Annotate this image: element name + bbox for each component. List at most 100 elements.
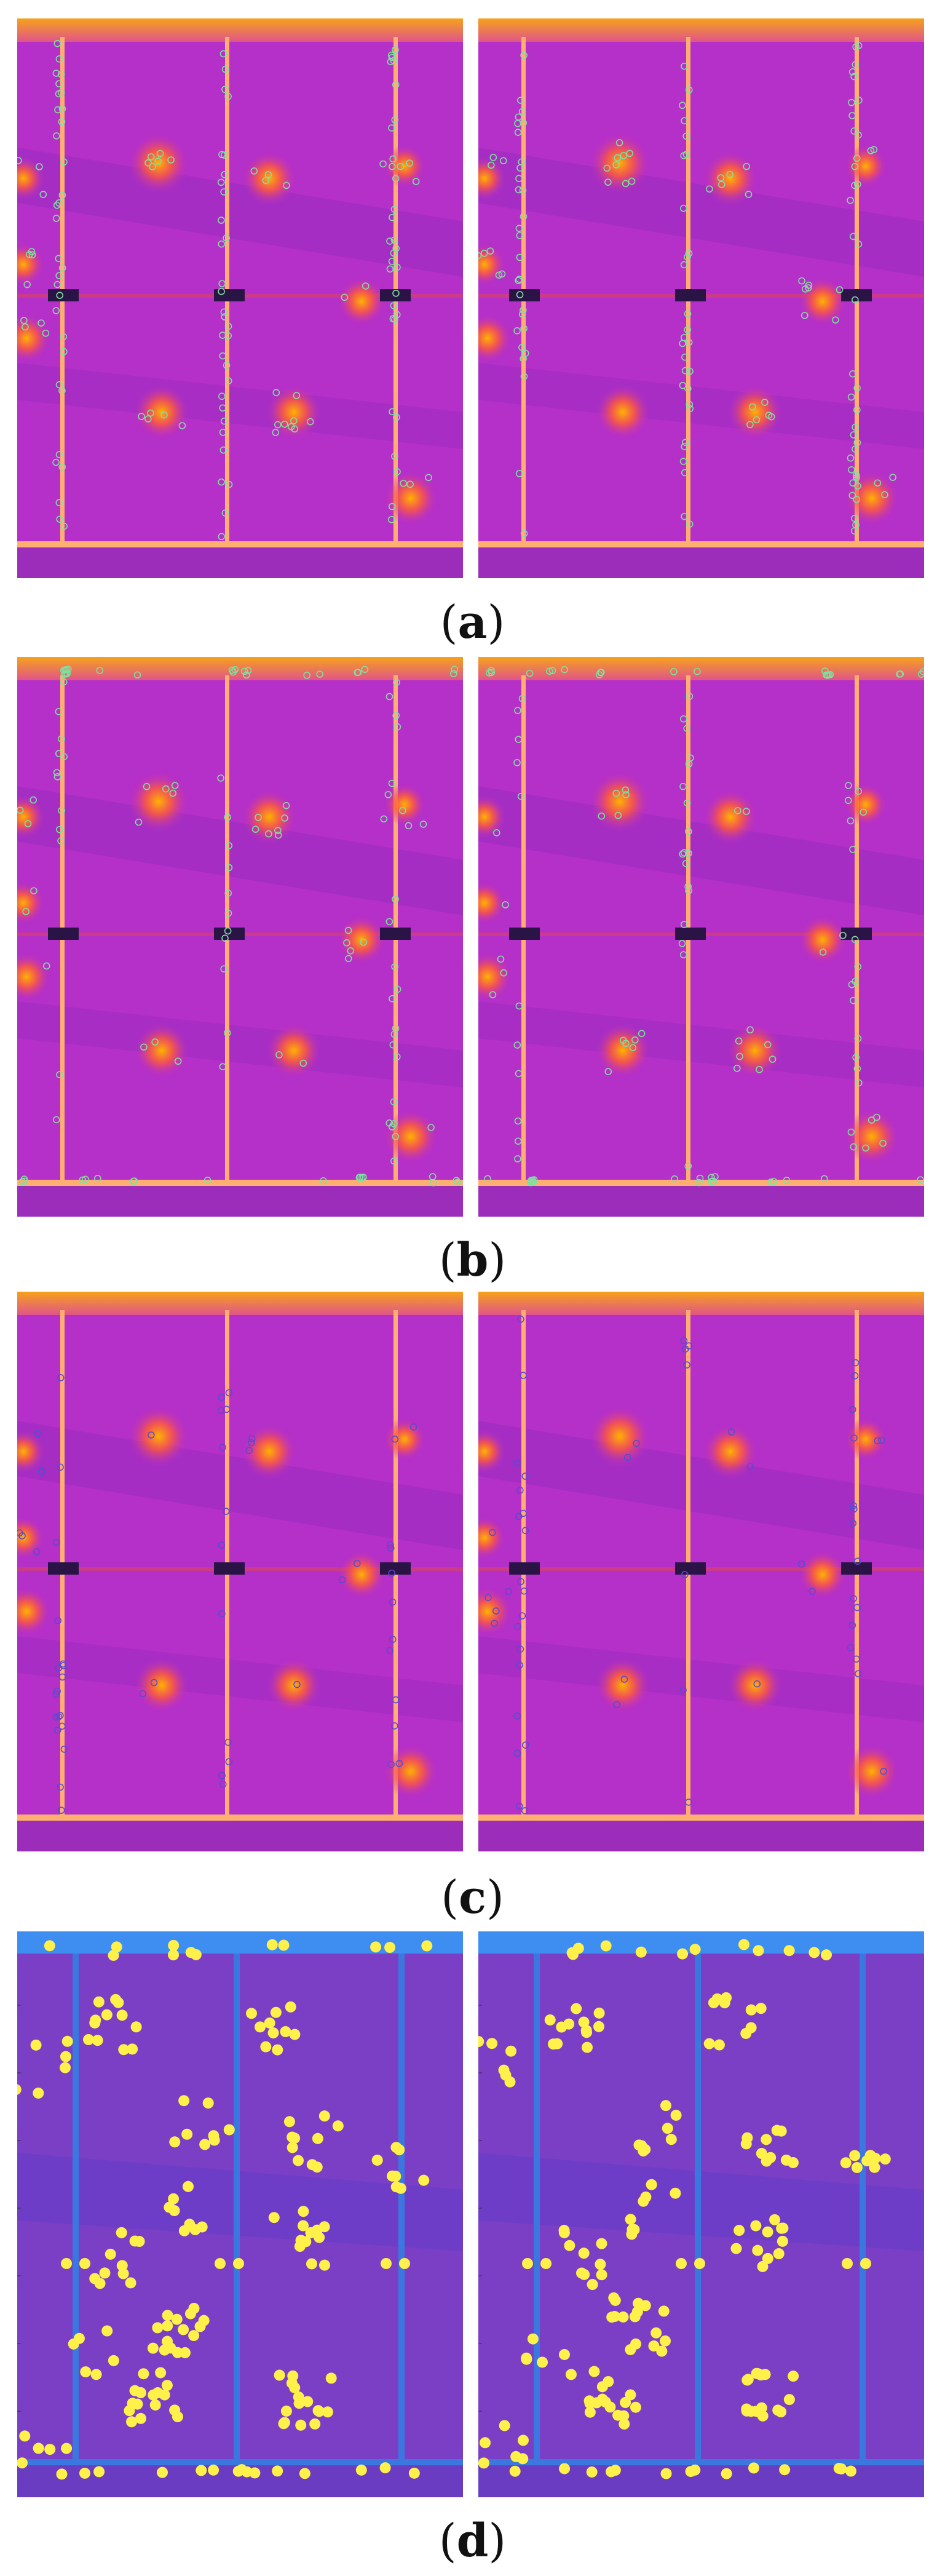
thermal-image-a-right <box>478 18 924 578</box>
hot-top-edge <box>17 657 463 680</box>
keypoint-marker <box>224 377 232 384</box>
feature-marker <box>753 1945 764 1957</box>
hot-spot <box>383 1109 438 1164</box>
keypoint-marker <box>218 1394 226 1401</box>
keypoint-marker <box>389 315 397 323</box>
keypoint-marker <box>393 263 401 271</box>
keypoint-marker <box>171 782 179 789</box>
keypoint-marker <box>222 1508 230 1515</box>
keypoint-marker <box>430 1179 437 1187</box>
keypoint-marker <box>244 667 252 674</box>
feature-marker <box>379 2462 391 2474</box>
feature-marker <box>659 2335 671 2347</box>
keypoint-marker <box>874 1437 882 1445</box>
keypoint-marker <box>749 403 756 411</box>
keypoint-marker <box>820 1175 828 1183</box>
feature-marker <box>640 2191 652 2203</box>
keypoint-marker <box>406 480 414 488</box>
keypoint-marker <box>526 669 534 677</box>
keypoint-marker <box>389 995 396 1003</box>
image-d-left <box>17 1931 463 2497</box>
image-d-right <box>478 1931 924 2497</box>
keypoint-marker <box>826 670 834 678</box>
feature-marker <box>595 2259 606 2270</box>
keypoint-marker <box>400 479 407 487</box>
caption-d: (d) <box>438 2514 507 2567</box>
keypoint-marker <box>513 1712 521 1720</box>
feature-marker <box>188 2330 200 2342</box>
keypoint-marker <box>823 671 830 679</box>
keypoint-marker <box>392 81 400 89</box>
keypoint-marker <box>343 939 350 947</box>
feature-marker <box>178 2095 190 2107</box>
keypoint-marker <box>57 837 65 845</box>
keypoint-marker <box>354 669 362 676</box>
keypoint-marker <box>548 667 556 675</box>
keypoint-marker <box>58 806 65 814</box>
keypoint-marker <box>850 1501 857 1509</box>
keypoint-marker <box>387 58 395 66</box>
keypoint-marker <box>685 338 693 346</box>
keypoint-marker <box>221 65 229 73</box>
keypoint-marker <box>224 322 232 330</box>
feature-marker <box>61 2443 73 2454</box>
keypoint-marker <box>620 152 628 159</box>
feature-marker <box>559 2463 571 2475</box>
hot-spot <box>844 783 887 826</box>
keypoint-marker <box>53 201 61 209</box>
hot-spot <box>844 145 887 188</box>
keypoint-marker <box>478 252 482 260</box>
feature-marker <box>721 1992 732 2003</box>
feature-marker <box>842 2258 853 2269</box>
shadow-band <box>17 363 463 449</box>
dark-mount <box>675 1562 706 1575</box>
bottom-strip <box>478 2465 924 2497</box>
keypoint-marker <box>419 821 427 828</box>
keypoint-marker <box>282 801 290 809</box>
keypoint-marker <box>275 1051 283 1059</box>
keypoint-marker <box>454 1179 461 1186</box>
feature-marker <box>264 2017 275 2029</box>
keypoint-marker <box>341 293 349 301</box>
keypoint-marker <box>679 951 687 959</box>
keypoint-marker <box>36 163 43 170</box>
keypoint-marker <box>680 715 687 723</box>
feature-marker <box>381 2258 392 2269</box>
hot-spot <box>844 1109 900 1164</box>
keypoint-marker <box>685 828 692 835</box>
keypoint-marker <box>399 806 406 814</box>
keypoint-marker <box>680 333 688 341</box>
feature-marker <box>198 2315 210 2326</box>
keypoint-marker <box>614 811 622 819</box>
keypoint-marker <box>521 1741 529 1749</box>
feature-marker <box>660 2468 672 2479</box>
keypoint-marker <box>55 80 63 87</box>
keypoint-marker <box>517 1578 524 1586</box>
hot-spot <box>134 1658 189 1713</box>
keypoint-marker <box>855 1079 863 1087</box>
hot-spot <box>128 771 189 832</box>
feature-marker <box>298 2220 309 2232</box>
keypoint-marker <box>218 392 226 400</box>
keypoint-marker <box>520 355 527 363</box>
keypoint-marker <box>708 1174 715 1182</box>
keypoint-marker <box>561 666 568 674</box>
hot-top-edge <box>478 18 924 42</box>
feature-marker <box>93 1996 105 2008</box>
feature-marker <box>278 2418 290 2430</box>
feature-marker <box>648 2340 660 2352</box>
feature-marker <box>761 2155 772 2167</box>
keypoint-marker <box>520 213 528 220</box>
hot-spot <box>478 1516 506 1559</box>
keypoint-marker <box>520 325 528 332</box>
keypoint-marker <box>849 233 857 241</box>
keypoint-marker <box>38 319 45 327</box>
feature-marker <box>306 2258 317 2270</box>
keypoint-marker <box>850 1505 858 1513</box>
keypoint-marker <box>386 265 394 273</box>
keypoint-marker <box>769 1055 777 1063</box>
feature-marker <box>625 2344 636 2356</box>
keypoint-marker <box>219 1781 227 1788</box>
keypoint-marker <box>809 1588 816 1595</box>
keypoint-marker <box>852 423 859 431</box>
